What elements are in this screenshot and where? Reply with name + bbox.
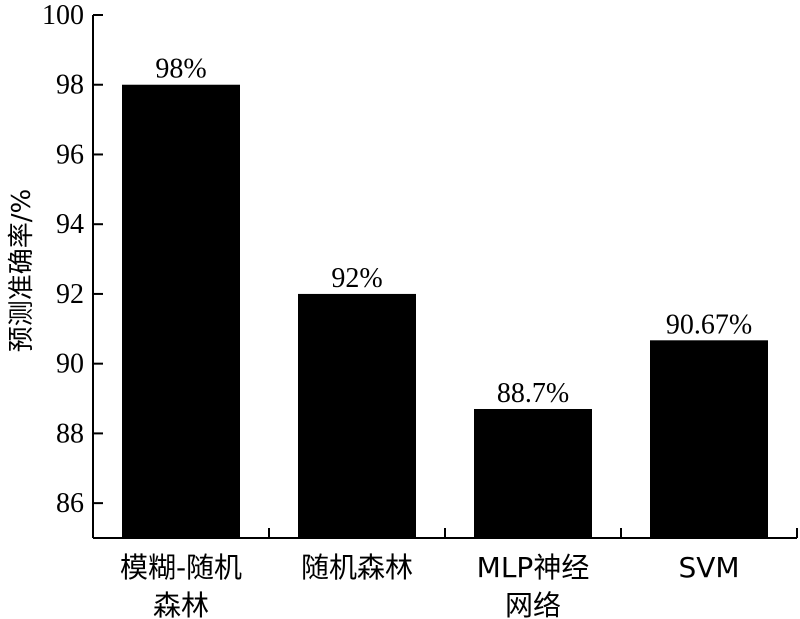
y-tick-label: 96 (56, 139, 84, 170)
y-axis-label: 预测准确率/% (7, 189, 37, 352)
category-label: 随机森林 (301, 551, 413, 584)
category-label: 网络 (505, 589, 561, 619)
bar (474, 408, 592, 538)
y-tick-label: 90 (56, 349, 84, 380)
y-tick-label: 92 (56, 279, 84, 310)
bar (122, 84, 240, 538)
y-ticks-group: 86 88 90 92 94 96 98 100 (42, 0, 103, 519)
bar-value-label: 90.67% (666, 309, 752, 340)
bars-group (122, 84, 768, 538)
value-labels-group: 98% 92% 88.7% 90.67% (155, 54, 752, 409)
category-label: SVM (678, 551, 739, 584)
bar-value-label: 88.7% (497, 378, 569, 409)
bar-value-label: 92% (331, 263, 382, 294)
x-ticks-group (268, 528, 798, 538)
y-tick-label: 100 (42, 0, 84, 31)
category-label: 模糊-随机 (120, 551, 242, 584)
y-tick-label: 88 (56, 418, 84, 449)
y-tick-label: 94 (56, 209, 84, 240)
y-tick-label: 86 (56, 488, 84, 519)
bar-value-label: 98% (155, 54, 206, 85)
bar (650, 340, 768, 538)
bar (298, 293, 416, 538)
y-tick-label: 98 (56, 70, 84, 101)
category-label: 森林 (153, 589, 209, 619)
category-label: MLP神经 (477, 551, 590, 584)
